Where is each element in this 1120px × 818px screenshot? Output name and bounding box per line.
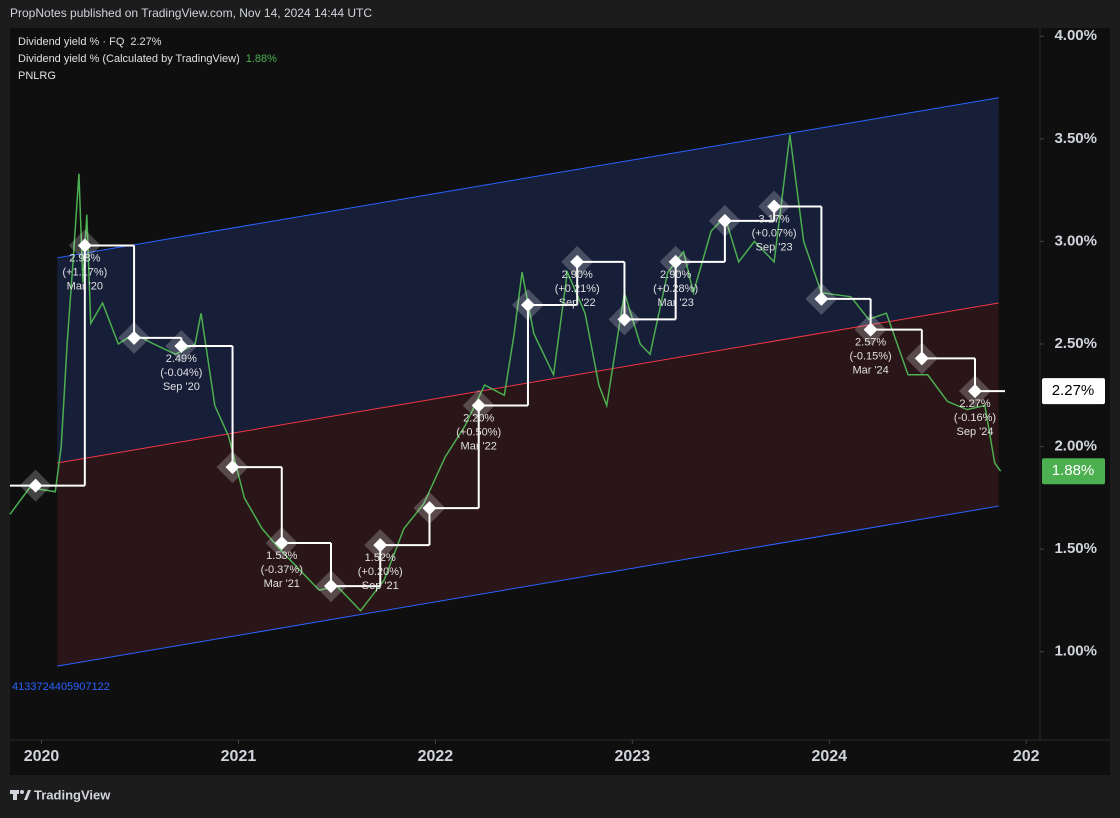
change-label: (+0.50%) — [456, 426, 501, 438]
value-label: 2.49% — [166, 353, 197, 365]
point-marker — [814, 291, 829, 306]
y-tick-label: 3.00% — [1054, 232, 1097, 249]
price-tag — [1042, 458, 1105, 485]
price-tag — [1042, 378, 1105, 405]
point-marker — [968, 384, 983, 399]
point-marker — [77, 238, 92, 253]
legend-name: Dividend yield % · FQ — [18, 36, 125, 48]
channel-upper-fill — [57, 97, 999, 463]
point-marker — [127, 330, 142, 345]
x-tick-label: 2021 — [221, 748, 257, 765]
date-label: Sep '20 — [163, 381, 200, 393]
price-tag-label: 2.27% — [1052, 382, 1095, 399]
date-label: Mar '21 — [264, 578, 300, 590]
value-label: 2.98% — [69, 252, 100, 264]
legend-value: 1.88% — [246, 53, 277, 65]
header: PropNotes published on TradingView.com, … — [10, 6, 372, 20]
change-label: (+0.28%) — [653, 283, 698, 295]
date-label: Mar '24 — [852, 365, 888, 377]
date-label: Mar '23 — [657, 297, 693, 309]
value-label: 2.57% — [855, 337, 886, 349]
y-tick-label: 2.00% — [1054, 438, 1097, 455]
x-tick-label: 2023 — [615, 748, 651, 765]
x-tick-label: 2024 — [811, 748, 847, 765]
value-label: 1.52% — [365, 552, 396, 564]
channel-upper — [57, 97, 999, 259]
y-tick-label: 1.50% — [1054, 540, 1097, 557]
legend-name: Dividend yield % (Calculated by TradingV… — [18, 53, 240, 65]
change-label: (-0.37%) — [261, 564, 303, 576]
change-label: (-0.04%) — [160, 367, 202, 379]
price-tag-label: 1.88% — [1052, 462, 1095, 479]
point-marker — [717, 213, 732, 228]
change-label: (+0.20%) — [358, 566, 403, 578]
change-label: (-0.16%) — [954, 412, 996, 424]
point-marker — [422, 501, 437, 516]
point-marker — [767, 199, 782, 214]
legend-value: 2.27% — [130, 36, 161, 48]
symbol: PNLRG — [18, 70, 56, 82]
y-tick-label: 3.50% — [1054, 130, 1097, 147]
note: 4133724405907122 — [12, 681, 110, 693]
date-label: Sep '24 — [957, 426, 994, 438]
point-marker — [274, 536, 289, 551]
x-tick-label: 202 — [1013, 748, 1040, 765]
footer: TradingView — [34, 787, 111, 802]
point-marker — [225, 460, 240, 475]
point-marker — [570, 254, 585, 269]
value-label: 3.17% — [759, 213, 790, 225]
x-tick-label: 2020 — [24, 748, 60, 765]
x-tick-label: 2022 — [418, 748, 454, 765]
channel-lower-fill — [57, 302, 999, 667]
date-label: Mar '22 — [461, 440, 497, 452]
value-label: 2.27% — [959, 398, 990, 410]
value-label: 2.20% — [463, 412, 494, 424]
point-marker — [174, 339, 189, 354]
date-label: Mar '20 — [67, 280, 103, 292]
logo — [10, 790, 31, 800]
channel-lower — [57, 505, 999, 667]
change-label: (+0.07%) — [752, 227, 797, 239]
date-label: Sep '23 — [756, 241, 793, 253]
point-marker — [668, 254, 683, 269]
change-label: (-0.15%) — [850, 351, 892, 363]
point-marker — [520, 298, 535, 313]
date-label: Sep '21 — [362, 580, 399, 592]
point-marker — [914, 351, 929, 366]
point-marker — [373, 538, 388, 553]
point-marker — [324, 579, 339, 594]
date-label: Sep '22 — [559, 297, 596, 309]
point-marker — [863, 322, 878, 337]
point-marker — [471, 398, 486, 413]
value-label: 2.90% — [562, 269, 593, 281]
value-label: 2.90% — [660, 269, 691, 281]
change-label: (+0.21%) — [555, 283, 600, 295]
line-series — [9, 134, 1002, 612]
value-label: 1.53% — [266, 550, 297, 562]
point-marker — [617, 312, 632, 327]
point-marker — [28, 478, 43, 493]
y-tick-label: 1.00% — [1054, 643, 1097, 660]
change-label: (+1.17%) — [62, 266, 107, 278]
y-tick-label: 4.00% — [1054, 27, 1097, 44]
y-tick-label: 2.50% — [1054, 335, 1097, 352]
